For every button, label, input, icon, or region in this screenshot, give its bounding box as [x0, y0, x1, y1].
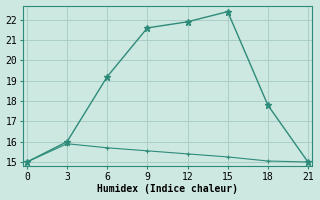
X-axis label: Humidex (Indice chaleur): Humidex (Indice chaleur) — [97, 184, 238, 194]
